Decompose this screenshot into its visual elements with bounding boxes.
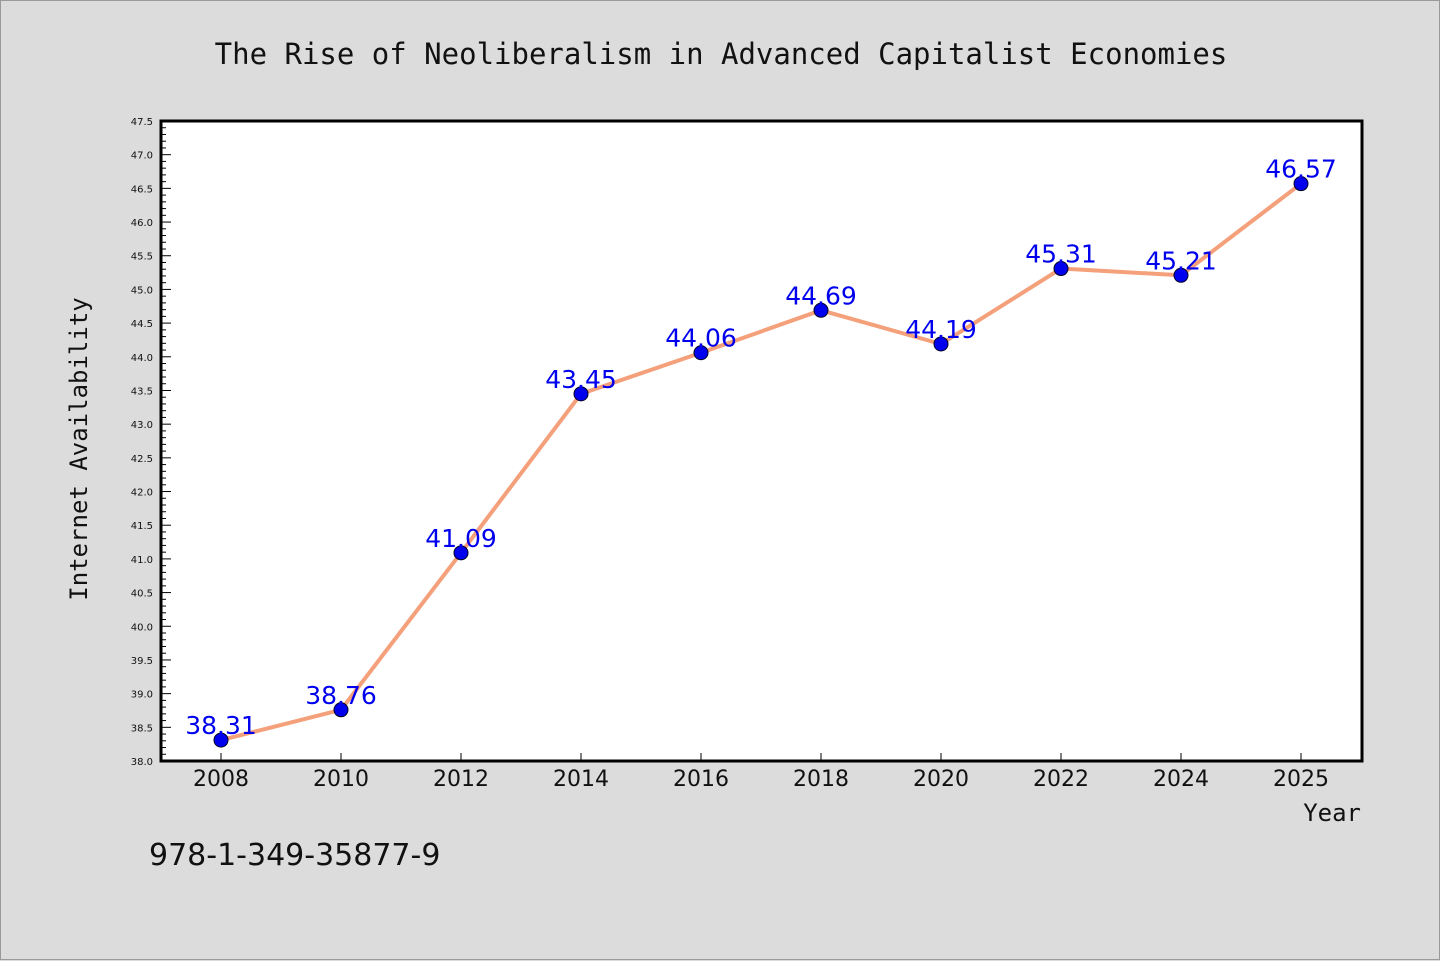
data-label: 44.06 <box>665 324 737 353</box>
y-tick-labels: 38.0 38.5 39.0 39.5 40.0 40.5 41.0 41.5 42.0 42.5… <box>131 117 153 768</box>
y-tick-label: 41.0 <box>131 555 153 566</box>
y-tick-label: 43.5 <box>131 386 153 397</box>
y-tick-label: 47.5 <box>131 117 153 128</box>
x-tick-label: 2016 <box>673 767 729 792</box>
x-tick-label: 2012 <box>433 767 489 792</box>
x-tick-label: 2020 <box>913 767 969 792</box>
data-labels: 38.31 38.76 41.09 43.45 44.06 44.69 44.19 45.31… <box>185 155 1337 740</box>
data-point <box>333 702 349 718</box>
y-tick-label: 43.0 <box>131 420 153 431</box>
x-tick-label: 2025 <box>1273 767 1329 792</box>
y-tick-label: 38.5 <box>131 723 153 734</box>
isbn-text: 978-1-349-35877-9 <box>149 838 440 873</box>
x-tick-label: 2010 <box>313 767 369 792</box>
data-point <box>1173 267 1189 283</box>
series-markers <box>213 176 1309 748</box>
y-tick-label: 45.0 <box>131 285 153 296</box>
data-point <box>453 545 469 561</box>
data-point <box>573 386 589 402</box>
y-tick-label: 40.5 <box>131 589 153 600</box>
y-tick-label: 40.0 <box>131 622 153 633</box>
chart-title: The Rise of Neoliberalism in Advanced Ca… <box>215 37 1228 71</box>
data-label: 38.76 <box>305 681 377 710</box>
y-tick-label: 44.5 <box>131 319 153 330</box>
y-tick-label: 47.0 <box>131 151 153 162</box>
x-tick-label: 2018 <box>793 767 849 792</box>
data-label: 41.09 <box>425 524 497 553</box>
y-axis-label: Internet Availability <box>65 297 93 600</box>
data-point <box>1053 261 1069 277</box>
data-label: 43.45 <box>545 365 617 394</box>
data-label: 44.69 <box>785 281 857 310</box>
y-tick-label: 39.5 <box>131 656 153 667</box>
y-tick-label: 46.0 <box>131 218 153 229</box>
x-tick-label: 2008 <box>193 767 249 792</box>
series-line <box>219 181 1303 743</box>
y-tick-label: 41.5 <box>131 521 153 532</box>
series-line-group <box>219 181 1303 743</box>
plot-area <box>159 119 1364 763</box>
x-tick-label: 2024 <box>1153 767 1209 792</box>
y-tick-label: 45.5 <box>131 252 153 263</box>
y-tick-label: 39.0 <box>131 690 153 701</box>
y-tick-label: 44.0 <box>131 353 153 364</box>
data-label: 45.31 <box>1025 240 1097 269</box>
data-point <box>813 302 829 318</box>
data-point <box>213 732 229 748</box>
data-label: 46.57 <box>1265 155 1337 184</box>
x-tick-labels: 2008 2010 2012 2014 2016 2018 2020 2022 2024 2025 <box>193 767 1329 792</box>
y-tick-label: 42.0 <box>131 488 153 499</box>
data-label: 38.31 <box>185 711 257 740</box>
y-tick-label: 38.0 <box>131 757 153 768</box>
y-tick-label: 42.5 <box>131 454 153 465</box>
data-label: 45.21 <box>1145 246 1217 275</box>
y-tick-label: 46.5 <box>131 184 153 195</box>
x-tick-label: 2014 <box>553 767 609 792</box>
data-point <box>933 336 949 352</box>
data-point <box>1293 176 1309 192</box>
data-label: 44.19 <box>905 315 977 344</box>
data-point <box>693 345 709 361</box>
x-axis-label: Year <box>1303 799 1361 827</box>
x-tick-label: 2022 <box>1033 767 1089 792</box>
axis-ticks <box>161 120 1302 762</box>
